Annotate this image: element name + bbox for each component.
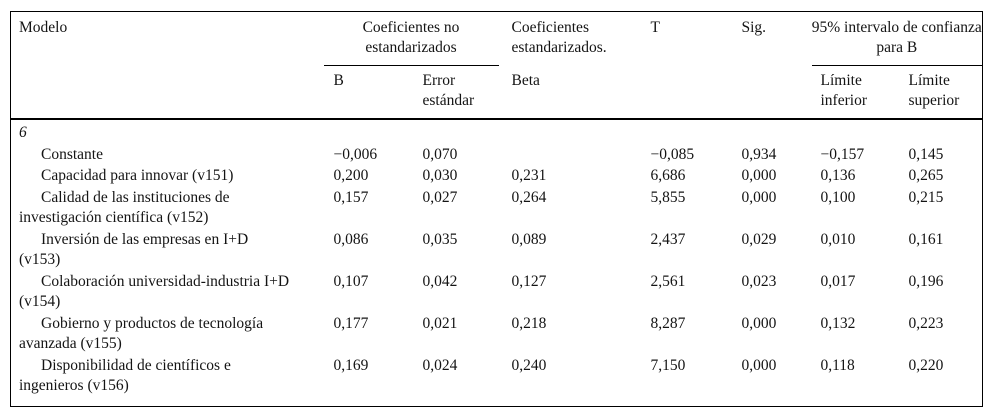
- col-header-upper-limit: Límite superior: [908, 72, 960, 109]
- cell-sig: 0,000: [741, 314, 777, 332]
- cell-beta: 0,089: [511, 230, 547, 248]
- cell-b: −0,006: [333, 145, 378, 163]
- cell-ci-upper: 0,196: [908, 272, 944, 290]
- cell-ci-upper: 0,215: [908, 188, 944, 206]
- cell-ci-upper: 0,223: [908, 314, 944, 332]
- cell-t: −0,085: [650, 145, 695, 163]
- cell-ci-lower: 0,132: [820, 314, 856, 332]
- col-group-unstandardized-label: Coeficientes no estandarizados: [323, 18, 499, 66]
- row-label: Constante: [11, 144, 334, 166]
- cell-beta: 0,218: [511, 314, 547, 332]
- cell-b: 0,157: [333, 188, 369, 206]
- row-label-line: ingenieros (v156): [19, 377, 129, 394]
- table-row: Capacidad para innovar (v151) 0,200 0,03…: [11, 165, 983, 187]
- row-label-line: (v153): [19, 251, 61, 268]
- cell-std-error: 0,024: [422, 356, 458, 374]
- cell-b: 0,086: [333, 230, 369, 248]
- cell-ci-upper: 0,145: [908, 145, 944, 163]
- cell-t: 8,287: [650, 314, 686, 332]
- cell-sig: 0,934: [741, 145, 777, 163]
- table-row: Constante −0,006 0,070 −0,085 0,934 −0,1…: [11, 144, 983, 166]
- cell-b: 0,177: [333, 314, 369, 332]
- model-number-row: 6: [11, 119, 983, 144]
- table-row: Colaboración universidad-industria I+D (…: [11, 271, 983, 313]
- col-group-confidence-interval: 95% intervalo de confianza para B: [811, 12, 983, 66]
- cell-sig: 0,000: [741, 356, 777, 374]
- cell-std-error: 0,070: [422, 145, 458, 163]
- row-label-line: Gobierno y productos de tecnología: [41, 314, 264, 332]
- cell-ci-lower: 0,017: [820, 272, 856, 290]
- cell-ci-upper: 0,265: [908, 167, 944, 184]
- col-header-beta: Beta: [511, 72, 540, 89]
- table-row: Calidad de las instituciones de investig…: [11, 187, 983, 229]
- cell-t: 7,150: [650, 356, 686, 374]
- cell-ci-lower: 0,100: [820, 188, 856, 206]
- row-label-line: Capacidad para innovar (v151): [41, 167, 234, 184]
- cell-ci-upper: 0,161: [908, 230, 944, 248]
- row-label: Calidad de las instituciones de investig…: [11, 187, 334, 229]
- cell-b: 0,107: [333, 272, 369, 290]
- cell-t: 6,686: [650, 167, 686, 184]
- cell-std-error: 0,042: [422, 272, 458, 290]
- cell-std-error: 0,030: [422, 167, 458, 184]
- cell-sig: 0,029: [741, 230, 777, 248]
- cell-ci-lower: 0,118: [820, 356, 855, 374]
- cell-b: 0,169: [333, 356, 369, 374]
- col-header-b: B: [333, 72, 344, 89]
- cell-ci-lower: 0,136: [820, 167, 856, 184]
- cell-ci-lower: −0,157: [820, 145, 865, 163]
- row-label-line: investigación científica (v152): [19, 209, 209, 226]
- cell-t: 2,437: [650, 230, 686, 248]
- col-header-sig: Sig.: [741, 19, 767, 36]
- cell-beta: [512, 144, 651, 166]
- row-label: Capacidad para innovar (v151): [11, 165, 334, 187]
- table-row: Disponibilidad de científicos e ingenier…: [11, 355, 983, 407]
- row-label-line: Inversión de las empresas en I+D: [41, 230, 249, 248]
- header-row-groups: Modelo Coeficientes no estandarizados Co…: [11, 12, 983, 66]
- regression-coefficients-table: Modelo Coeficientes no estandarizados Co…: [10, 11, 984, 407]
- table-header: Modelo Coeficientes no estandarizados Co…: [10, 12, 983, 119]
- cell-beta: 0,127: [511, 272, 547, 290]
- cell-std-error: 0,021: [422, 314, 458, 332]
- row-label-line: avanzada (v155): [19, 335, 122, 352]
- col-group-confidence-label: 95% intervalo de confianza para B: [811, 18, 983, 66]
- col-header-modelo: Modelo: [19, 19, 68, 36]
- row-label-line: Disponibilidad de científicos e: [41, 356, 231, 374]
- cell-t: 2,561: [650, 272, 686, 290]
- cell-std-error: 0,035: [422, 230, 458, 248]
- row-label: Gobierno y productos de tecnología avanz…: [11, 313, 334, 355]
- col-group-standardized-coefficients: Coeficientes estandarizados.: [511, 19, 607, 56]
- cell-beta: 0,240: [511, 356, 547, 374]
- row-label-line: (v154): [19, 293, 61, 310]
- col-header-std-error: Error estándar: [422, 72, 475, 109]
- row-label: Colaboración universidad-industria I+D (…: [11, 271, 334, 313]
- col-header-lower-limit: Límite inferior: [820, 72, 867, 109]
- row-label-line: Calidad de las instituciones de: [41, 188, 230, 206]
- table-row: Inversión de las empresas en I+D (v153) …: [11, 229, 983, 271]
- cell-beta: 0,231: [511, 167, 547, 184]
- col-header-t: T: [650, 19, 660, 36]
- model-number: 6: [19, 124, 27, 141]
- cell-sig: 0,000: [741, 188, 777, 206]
- header-row-subcolumns: B Error estándar Beta Límite inferior Lí…: [11, 66, 983, 119]
- col-group-unstandardized-coefficients: Coeficientes no estandarizados: [323, 12, 512, 66]
- row-label-line: Constante: [41, 145, 103, 163]
- cell-sig: 0,023: [741, 272, 777, 290]
- row-label-line: Colaboración universidad-industria I+D: [41, 272, 290, 290]
- cell-beta: 0,264: [511, 188, 547, 206]
- cell-ci-upper: 0,220: [908, 356, 944, 374]
- cell-ci-lower: 0,010: [820, 230, 856, 248]
- cell-b: 0,200: [333, 167, 369, 184]
- table-body: 6 Constante −0,006 0,070 −0,085 0,934 −0…: [11, 119, 983, 406]
- cell-std-error: 0,027: [422, 188, 458, 206]
- row-label: Disponibilidad de científicos e ingenier…: [11, 355, 334, 407]
- cell-sig: 0,000: [741, 167, 777, 184]
- cell-t: 5,855: [650, 188, 686, 206]
- table-row: Gobierno y productos de tecnología avanz…: [11, 313, 983, 355]
- row-label: Inversión de las empresas en I+D (v153): [11, 229, 334, 271]
